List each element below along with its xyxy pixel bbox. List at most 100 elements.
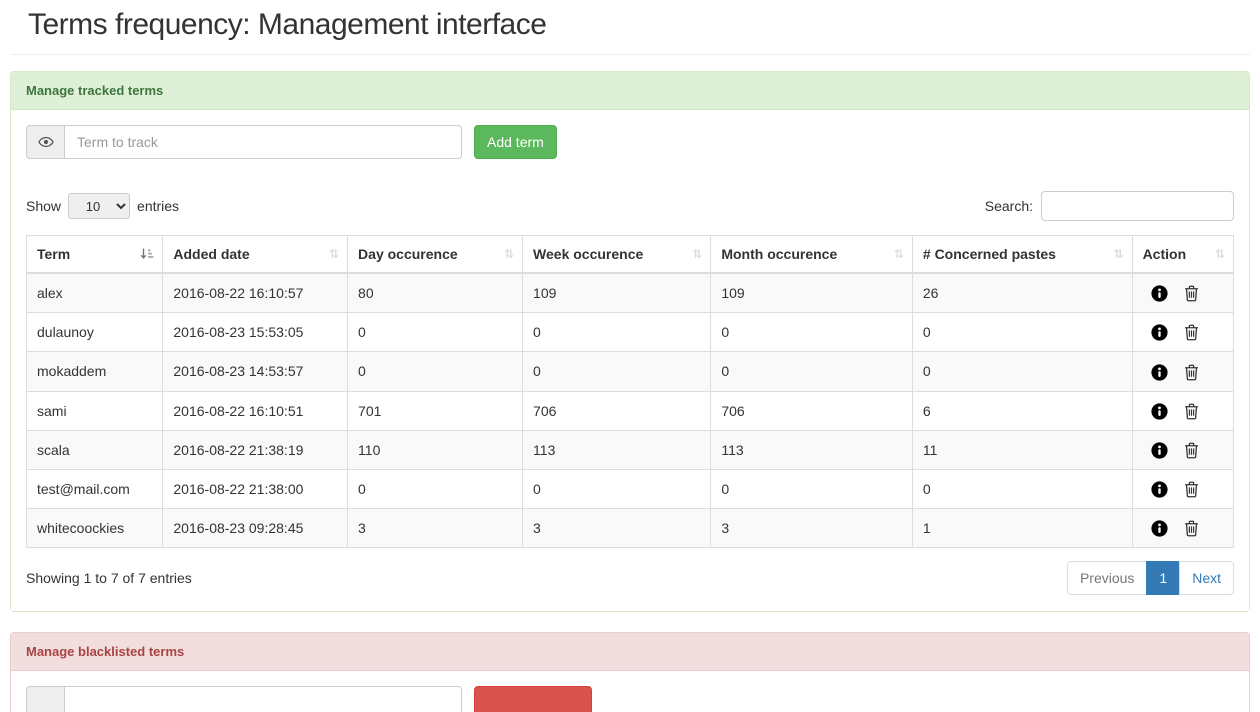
concerned-pastes-cell: 0 xyxy=(911,351,1133,392)
trash-icon[interactable] xyxy=(1184,402,1199,420)
title-divider xyxy=(10,54,1250,55)
search-input[interactable] xyxy=(1041,191,1234,221)
added-date-cell: 2016-08-22 16:10:51 xyxy=(162,390,349,431)
sort-icon xyxy=(329,247,339,261)
info-icon[interactable] xyxy=(1150,324,1168,342)
search-control: Search: xyxy=(985,191,1234,221)
pagination: Previous 1 Next xyxy=(1066,561,1234,596)
day-occurence-cell: 0 xyxy=(347,312,524,353)
term-cell: test@mail.com xyxy=(25,468,164,510)
sort-asc-icon xyxy=(140,248,154,261)
add-term-button[interactable]: Add term xyxy=(474,125,557,159)
info-icon[interactable] xyxy=(1150,480,1168,498)
blacklist-addon-icon xyxy=(26,686,64,712)
table-row: dulaunoy 2016-08-23 15:53:05 0 0 0 0 xyxy=(25,312,1235,353)
trash-icon[interactable] xyxy=(1184,480,1199,498)
sort-icon xyxy=(504,247,514,261)
trash-icon[interactable] xyxy=(1184,363,1199,381)
info-icon[interactable] xyxy=(1150,402,1168,420)
month-occurence-cell: 0 xyxy=(710,312,913,353)
month-occurence-cell: 706 xyxy=(710,390,913,431)
tracked-terms-panel-heading: Manage tracked terms xyxy=(11,72,1249,110)
eye-icon xyxy=(26,125,64,159)
column-header-week-occurence[interactable]: Week occurence xyxy=(522,235,712,274)
info-icon[interactable] xyxy=(1150,284,1168,302)
table-row: mokaddem 2016-08-23 14:53:57 0 0 0 0 xyxy=(25,351,1235,392)
trash-icon[interactable] xyxy=(1184,441,1199,459)
info-icon[interactable] xyxy=(1150,441,1168,459)
action-cell xyxy=(1131,429,1235,470)
month-occurence-cell: 0 xyxy=(710,351,913,392)
term-cell: dulaunoy xyxy=(25,312,164,353)
column-header-term[interactable]: Term xyxy=(25,235,164,274)
trash-icon[interactable] xyxy=(1184,284,1199,302)
tracked-terms-panel-body: Add term Show 10 entries Search: xyxy=(11,110,1249,612)
sort-icon xyxy=(894,247,904,261)
concerned-pastes-cell: 0 xyxy=(911,468,1133,510)
table-row: scala 2016-08-22 21:38:19 110 113 113 11 xyxy=(25,429,1235,470)
table-header-row: Term Added date Day occurence Week occur… xyxy=(25,235,1235,274)
concerned-pastes-cell: 26 xyxy=(911,272,1133,314)
month-occurence-cell: 113 xyxy=(710,429,913,470)
column-header-concerned-pastes[interactable]: # Concerned pastes xyxy=(911,235,1133,274)
sort-icon xyxy=(692,247,702,261)
add-blacklist-button[interactable] xyxy=(474,686,592,712)
trash-icon[interactable] xyxy=(1184,324,1199,342)
day-occurence-cell: 80 xyxy=(347,272,524,314)
trash-icon[interactable] xyxy=(1184,520,1199,538)
week-occurence-cell: 0 xyxy=(522,351,712,392)
added-date-cell: 2016-08-22 21:38:19 xyxy=(162,429,349,470)
week-occurence-cell: 3 xyxy=(522,508,712,549)
term-to-track-input[interactable] xyxy=(64,125,462,159)
table-row: sami 2016-08-22 16:10:51 701 706 706 6 xyxy=(25,390,1235,431)
action-cell xyxy=(1131,468,1235,510)
column-header-action[interactable]: Action xyxy=(1131,235,1235,274)
added-date-cell: 2016-08-22 16:10:57 xyxy=(162,272,349,314)
week-occurence-cell: 706 xyxy=(522,390,712,431)
day-occurence-cell: 110 xyxy=(347,429,524,470)
term-cell: sami xyxy=(25,390,164,431)
table-row: alex 2016-08-22 16:10:57 80 109 109 26 xyxy=(25,272,1235,314)
action-cell xyxy=(1131,272,1235,314)
datatable-controls: Show 10 entries Search: xyxy=(26,191,1234,221)
term-input-group xyxy=(26,125,462,159)
sort-icon xyxy=(1215,247,1225,261)
column-header-day-occurence[interactable]: Day occurence xyxy=(347,235,524,274)
month-occurence-cell: 109 xyxy=(710,272,913,314)
action-cell xyxy=(1131,390,1235,431)
info-icon[interactable] xyxy=(1150,363,1168,381)
day-occurence-cell: 3 xyxy=(347,508,524,549)
datatable-footer: Showing 1 to 7 of 7 entries Previous 1 N… xyxy=(26,560,1234,596)
blacklist-input-group xyxy=(26,686,462,712)
day-occurence-cell: 0 xyxy=(347,468,524,510)
action-cell xyxy=(1131,351,1235,392)
tracked-terms-panel: Manage tracked terms Add term Show 10 xyxy=(10,71,1250,613)
week-occurence-cell: 0 xyxy=(522,468,712,510)
page: Terms frequency: Management interface Ma… xyxy=(0,8,1260,712)
show-label: Show xyxy=(26,198,62,214)
month-occurence-cell: 3 xyxy=(710,508,913,549)
pagination-previous-button[interactable]: Previous xyxy=(1066,561,1148,596)
tracked-terms-table: Term Added date Day occurence Week occur… xyxy=(25,235,1235,549)
page-title: Terms frequency: Management interface xyxy=(28,8,547,41)
page-length-select[interactable]: 10 xyxy=(68,193,131,219)
pagination-next-button[interactable]: Next xyxy=(1179,561,1234,596)
week-occurence-cell: 0 xyxy=(522,312,712,353)
add-term-row: Add term xyxy=(26,125,1234,159)
table-row: whitecoockies 2016-08-23 09:28:45 3 3 3 1 xyxy=(25,508,1235,549)
table-info-text: Showing 1 to 7 of 7 entries xyxy=(26,570,192,587)
column-header-added-date[interactable]: Added date xyxy=(162,235,349,274)
concerned-pastes-cell: 6 xyxy=(911,390,1133,431)
add-blacklist-row xyxy=(26,686,1234,712)
day-occurence-cell: 701 xyxy=(347,390,524,431)
blacklist-term-input[interactable] xyxy=(64,686,462,712)
day-occurence-cell: 0 xyxy=(347,351,524,392)
column-header-month-occurence[interactable]: Month occurence xyxy=(710,235,913,274)
search-label: Search: xyxy=(984,198,1033,214)
term-cell: alex xyxy=(25,272,164,314)
pagination-page-1-button[interactable]: 1 xyxy=(1146,561,1181,596)
action-cell xyxy=(1131,508,1235,549)
info-icon[interactable] xyxy=(1150,520,1168,538)
added-date-cell: 2016-08-23 09:28:45 xyxy=(162,508,349,549)
week-occurence-cell: 113 xyxy=(522,429,712,470)
